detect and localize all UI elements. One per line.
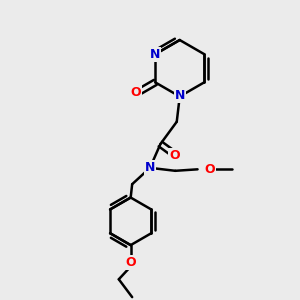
Text: N: N [175, 88, 185, 101]
Text: N: N [145, 161, 155, 174]
Text: N: N [150, 48, 160, 61]
Text: O: O [125, 256, 136, 269]
Text: O: O [169, 149, 180, 162]
Text: O: O [204, 163, 215, 176]
Text: O: O [130, 86, 141, 99]
